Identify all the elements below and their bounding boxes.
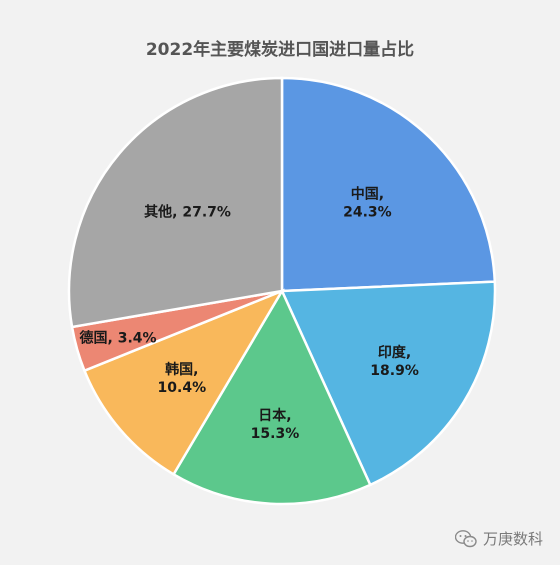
pie-labels: 中国, 24.3% 印度, 18.9% 日本, 15.3% 韩国, 10.4%德国, 3.4%… <box>80 186 419 442</box>
pie-slices <box>67 76 497 506</box>
pie-slice-其他 <box>67 76 284 329</box>
pie-slice-中国 <box>280 76 497 293</box>
slice-label-日本: 日本, 15.3% <box>251 407 300 442</box>
chart-title: 2022年主要煤炭进口国进口量占比 <box>145 40 415 60</box>
pie-slice-韩国 <box>82 288 285 477</box>
slice-label-中国: 中国, 24.3% <box>343 186 392 221</box>
slice-label-德国: 德国, 3.4% <box>80 330 157 347</box>
watermark: 万庚数科 <box>455 528 543 549</box>
slice-label-韩国: 韩国, 10.4% <box>158 361 207 396</box>
pie-slice-日本 <box>171 288 372 506</box>
wechat-icon <box>455 529 477 547</box>
pie-slice-印度 <box>280 280 497 487</box>
watermark-text: 万庚数科 <box>483 530 544 548</box>
slice-label-印度: 印度, 18.9% <box>370 344 419 379</box>
slice-label-其他: 其他, 27.7% <box>144 203 231 220</box>
